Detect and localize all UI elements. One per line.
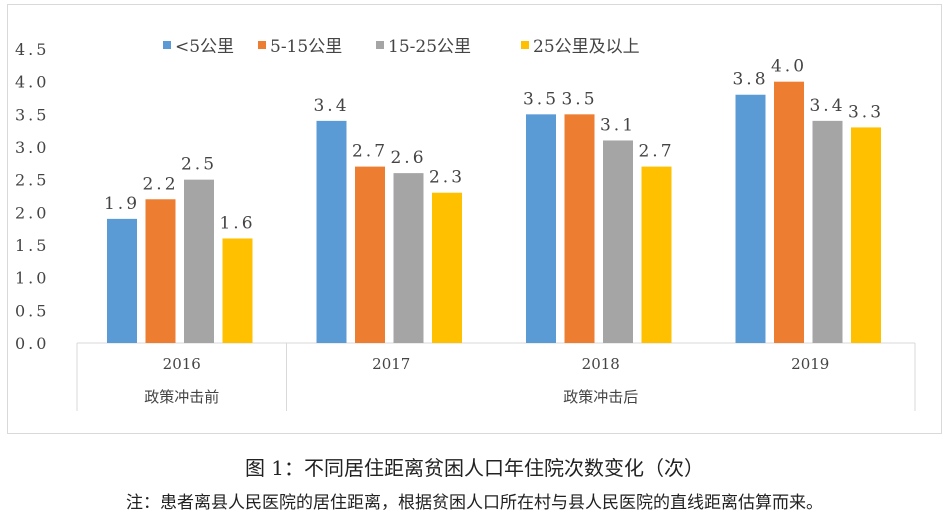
legend-label: 15-25公里	[388, 37, 471, 57]
y-tick-label: 4.0	[15, 73, 49, 92]
bar	[145, 199, 176, 343]
data-label: 2.3	[429, 168, 465, 188]
y-tick-label: 3.0	[15, 138, 49, 157]
data-label: 3.5	[523, 89, 559, 109]
bar	[316, 120, 347, 343]
data-label: 3.3	[848, 102, 884, 122]
bar	[641, 166, 672, 343]
data-label: 3.8	[732, 70, 768, 90]
x-tick-label: 2016	[163, 355, 201, 373]
y-tick-label: 4.5	[15, 40, 49, 59]
y-tick-label: 0.5	[15, 301, 49, 320]
legend-swatch	[376, 41, 384, 49]
data-label: 4.0	[771, 57, 807, 77]
legend-label: 5-15公里	[270, 37, 342, 57]
bar	[222, 238, 253, 343]
figure-caption: 图 1：不同居住距离贫困人口年住院次数变化（次）	[244, 456, 705, 480]
x-tick-label: 2017	[372, 355, 410, 373]
x-tick-label: 2018	[582, 355, 620, 373]
legend-swatch	[163, 41, 171, 49]
data-label: 3.1	[600, 115, 636, 135]
data-label: 2.2	[142, 174, 178, 194]
x-tick-label: 2019	[791, 355, 829, 373]
data-label: 2.5	[181, 155, 217, 175]
y-tick-label: 2.0	[15, 203, 49, 222]
legend-label: <5公里	[175, 37, 234, 57]
data-label: 1.9	[104, 194, 140, 214]
bar	[812, 120, 843, 343]
chart-frame	[7, 4, 942, 434]
bar	[355, 166, 385, 343]
bar	[735, 94, 766, 343]
y-tick-label: 3.5	[15, 105, 49, 124]
bar	[526, 114, 556, 343]
data-label: 3.5	[561, 89, 597, 109]
group-label: 政策冲击后	[563, 388, 638, 406]
group-label: 政策冲击前	[144, 388, 219, 406]
bar	[393, 173, 424, 343]
legend-swatch	[258, 41, 266, 49]
figure-note: 注：患者离县人民医院的居住距离，根据贫困人口所在村与县人民医院的直线距离估算而来…	[126, 493, 823, 513]
bar	[603, 140, 633, 343]
y-tick-label: 1.5	[15, 236, 49, 255]
bar	[107, 218, 137, 343]
data-label: 2.6	[390, 148, 426, 168]
bar	[184, 179, 214, 343]
legend-label: 25公里及以上	[533, 37, 640, 57]
data-label: 2.7	[638, 142, 674, 162]
bar-chart: 0.0 0.5 1.0 1.5 2.0 2.5 3.0 3.5 4.0 4.5 政策冲击前 政策冲击后…	[15, 37, 916, 411]
data-label: 3.4	[313, 96, 349, 116]
bar	[851, 127, 881, 344]
bar	[774, 81, 804, 344]
data-label: 2.7	[352, 142, 388, 162]
bar	[432, 192, 462, 343]
y-tick-label: 1.0	[15, 269, 49, 288]
data-label: 1.6	[219, 213, 255, 233]
y-tick-label: 2.5	[15, 171, 49, 190]
legend-swatch	[521, 41, 529, 49]
data-label: 3.4	[809, 96, 845, 116]
y-tick-label: 0.0	[15, 334, 49, 353]
bar	[564, 114, 595, 343]
